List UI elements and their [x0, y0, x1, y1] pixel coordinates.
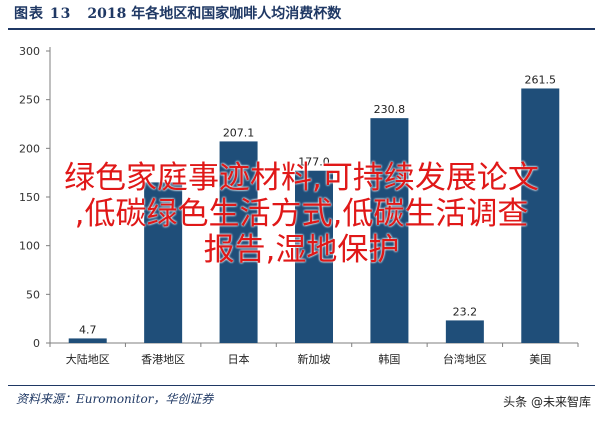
- x-tick-label: 韩国: [378, 352, 400, 366]
- figure-header: 图表 13 2018 年各地区和国家咖啡人均消费杯数: [0, 0, 603, 26]
- y-tick-label: 150: [19, 191, 40, 204]
- x-tick-label: 香港地区: [141, 353, 185, 366]
- data-label: 230.8: [374, 103, 406, 116]
- x-tick-label: 美国: [529, 353, 551, 366]
- data-label: 4.7: [79, 323, 97, 336]
- bar: [68, 338, 107, 343]
- bar: [370, 118, 409, 343]
- x-tick-label: 台湾地区: [443, 352, 487, 366]
- y-tick-label: 300: [19, 45, 40, 58]
- bar: [144, 182, 183, 343]
- y-tick-label: 200: [19, 142, 40, 155]
- figure-title: 2018 年各地区和国家咖啡人均消费杯数: [87, 6, 342, 22]
- data-label: 23.2: [453, 305, 478, 318]
- data-label: 207.1: [223, 126, 255, 139]
- y-tick-label: 100: [19, 240, 40, 253]
- bar: [445, 320, 484, 343]
- x-tick-label: 大陆地区: [66, 352, 110, 366]
- bar: [521, 88, 560, 343]
- bar: [295, 170, 333, 343]
- source-note: 资料来源：Euromonitor，华创证券: [16, 392, 214, 406]
- y-tick-label: 50: [26, 288, 40, 301]
- x-tick-label: 日本: [228, 352, 250, 366]
- bar: [219, 141, 258, 343]
- top-rule: [8, 28, 595, 30]
- data-label: 261.5: [525, 73, 557, 86]
- data-label: 177.0: [298, 156, 330, 169]
- toutiao-watermark: 头条 @未来智库: [501, 393, 593, 410]
- bottom-rule: [8, 385, 595, 386]
- bar-chart: 300 250 200 150 100 50 0 大陆地区 4.7 香港地区 日本 207.1 新加坡 1…: [19, 45, 579, 366]
- x-tick-label: 新加坡: [298, 352, 331, 366]
- figure-label: 图表 13: [14, 6, 72, 22]
- y-tick-label: 0: [33, 337, 40, 350]
- y-tick-label: 250: [19, 94, 40, 107]
